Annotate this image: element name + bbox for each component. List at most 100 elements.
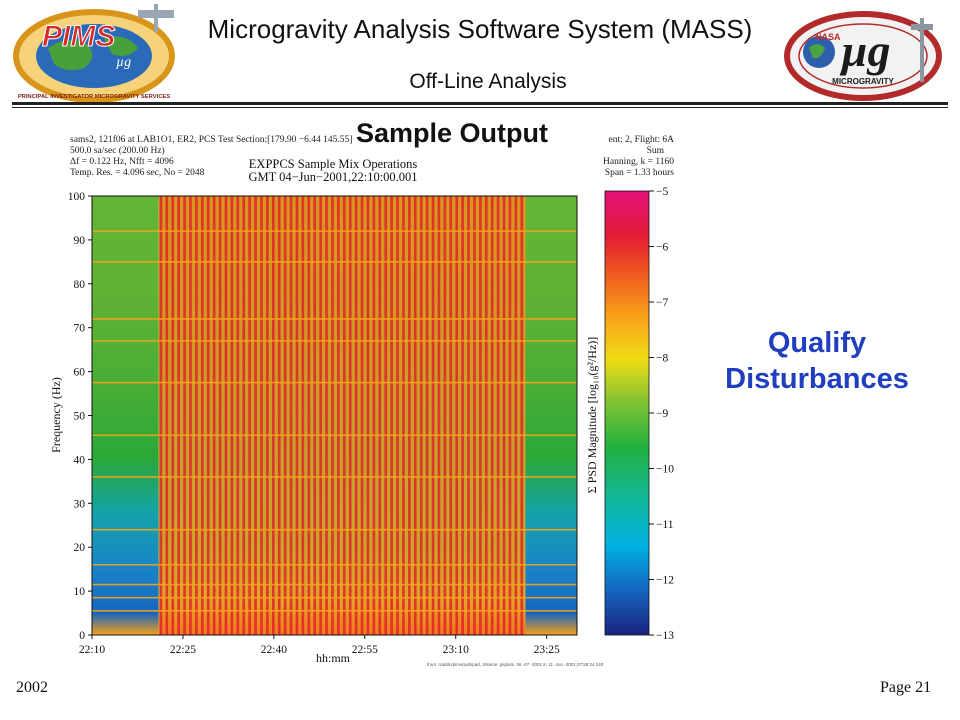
mix-spike bbox=[236, 196, 240, 635]
page-title: Microgravity Analysis Software System (M… bbox=[207, 14, 753, 44]
mix-spike bbox=[277, 196, 281, 635]
colorbar-tick-label: −10 bbox=[656, 464, 674, 476]
chart-header-line: Temp. Res. = 4.096 sec, No = 2048 bbox=[70, 168, 205, 178]
y-tick-label: 100 bbox=[68, 191, 86, 203]
mix-spike bbox=[502, 196, 506, 635]
chart-header-line: Sum bbox=[647, 146, 665, 156]
mix-spike bbox=[431, 196, 435, 635]
colorbar-label: Σ PSD Magnitude [log₁₀(g²/Hz)] bbox=[585, 337, 599, 494]
mix-spike bbox=[266, 196, 269, 635]
y-tick-label: 60 bbox=[74, 367, 86, 379]
mix-spike bbox=[449, 196, 453, 635]
mix-spike bbox=[408, 196, 411, 635]
y-tick-label: 10 bbox=[74, 586, 86, 598]
y-axis-label: Frequency (Hz) bbox=[49, 377, 63, 453]
pims-logo-ring-text: PRINCIPAL INVESTIGATOR MICROGRAVITY SERV… bbox=[18, 94, 170, 100]
mix-spike bbox=[313, 196, 317, 635]
chart-footnote: from: rraddo/pims/pub/pad, SName: psplot… bbox=[427, 662, 604, 667]
mix-spike bbox=[260, 196, 263, 635]
mix-spike bbox=[455, 196, 459, 635]
mix-spike bbox=[183, 196, 186, 635]
mix-spike bbox=[301, 196, 305, 635]
mix-spike bbox=[331, 196, 334, 635]
callout-line-1: Qualify bbox=[767, 327, 867, 359]
sample-output-heading: Sample Output bbox=[356, 118, 549, 148]
mix-spike bbox=[319, 196, 322, 635]
page-subtitle: Off-Line Analysis bbox=[409, 70, 567, 93]
x-tick-label: 23:25 bbox=[534, 644, 560, 656]
mix-spike bbox=[171, 196, 175, 635]
colorbar bbox=[604, 190, 650, 636]
pims-logo: PIMS µg PRINCIPAL INVESTIGATOR MICROGRAV… bbox=[13, 4, 175, 103]
pims-logo-badge: µg bbox=[116, 55, 131, 70]
mix-spike bbox=[230, 196, 234, 635]
mix-spike bbox=[348, 196, 352, 635]
chart-header-left: sams2, 121f06 at LAB1O1, ER2, PCS Test S… bbox=[70, 134, 352, 178]
colorbar-tick-label: −13 bbox=[656, 630, 674, 642]
mix-spike bbox=[413, 196, 417, 635]
x-tick-label: 22:55 bbox=[352, 644, 378, 656]
mix-spike bbox=[461, 196, 464, 635]
colorbar-tick-label: −5 bbox=[656, 186, 668, 198]
y-tick-label: 30 bbox=[74, 498, 86, 510]
mix-spike bbox=[384, 196, 388, 635]
mix-spike bbox=[479, 196, 482, 635]
mix-spike bbox=[195, 196, 198, 635]
y-tick-label: 40 bbox=[74, 454, 86, 466]
nasa-logo-ring-text: MICROGRAVITY bbox=[832, 77, 894, 86]
mix-spike bbox=[425, 196, 429, 635]
chart-header-line: Hanning, k = 1160 bbox=[603, 157, 674, 167]
mix-spike bbox=[490, 196, 494, 635]
mix-spike bbox=[200, 196, 204, 635]
colorbar-tick-label: −12 bbox=[656, 575, 674, 587]
mix-spike bbox=[224, 196, 228, 635]
x-axis-label: hh:mm bbox=[316, 651, 351, 665]
spectrogram-region bbox=[525, 196, 577, 635]
mix-spike bbox=[508, 196, 512, 635]
mix-spike bbox=[419, 196, 423, 635]
y-tick-label: 80 bbox=[74, 279, 86, 291]
mix-spike bbox=[212, 196, 216, 635]
colorbar-tick-label: −9 bbox=[656, 408, 668, 420]
x-tick-label: 23:10 bbox=[443, 644, 469, 656]
mix-spike bbox=[390, 196, 393, 635]
chart-title-line-1: EXPPCS Sample Mix Operations bbox=[249, 157, 418, 171]
footer-year: 2002 bbox=[16, 679, 48, 696]
y-tick-label: 20 bbox=[74, 542, 86, 554]
x-tick-label: 22:25 bbox=[170, 644, 196, 656]
header-divider bbox=[12, 102, 948, 105]
mix-spike bbox=[443, 196, 447, 635]
mix-spike bbox=[496, 196, 500, 635]
mix-spike bbox=[473, 196, 476, 635]
chart-header-line: Δf = 0.122 Hz, Nfft = 4096 bbox=[70, 156, 174, 167]
colorbar-tick-label: −6 bbox=[656, 242, 668, 254]
mix-spike bbox=[295, 196, 299, 635]
nasa-logo-mark: µg bbox=[839, 25, 891, 76]
mix-spike bbox=[254, 196, 257, 635]
y-tick-label: 50 bbox=[74, 411, 86, 423]
mix-spike bbox=[248, 196, 251, 635]
mix-spike bbox=[325, 196, 328, 635]
mix-spike bbox=[189, 196, 192, 635]
mix-spike bbox=[242, 196, 246, 635]
chart-header-line: ent: 2, Flight: 6A bbox=[609, 135, 675, 145]
mix-spike bbox=[271, 196, 275, 635]
pims-logo-text: PIMS bbox=[42, 20, 115, 53]
mix-spike bbox=[360, 196, 364, 635]
mix-spike bbox=[177, 196, 180, 635]
mix-spike bbox=[218, 196, 222, 635]
mix-spike bbox=[378, 196, 382, 635]
spectrogram-region bbox=[92, 196, 159, 635]
nasa-microgravity-logo: NASA µg MICROGRAVITY bbox=[784, 11, 942, 101]
spectrogram-chart: sams2, 121f06 at LAB1O1, ER2, PCS Test S… bbox=[49, 134, 675, 667]
footer-page-number: Page 21 bbox=[880, 679, 932, 696]
colorbar-tick-label: −8 bbox=[656, 353, 668, 365]
mix-spike bbox=[342, 196, 346, 635]
chart-header-line: sams2, 121f06 at LAB1O1, ER2, PCS Test S… bbox=[70, 134, 352, 145]
callout-line-2: Disturbances bbox=[725, 363, 909, 395]
chart-header-line: 500.0 sa/sec (200.00 Hz) bbox=[70, 145, 165, 156]
mix-spike bbox=[159, 196, 163, 635]
mix-spike bbox=[337, 196, 340, 635]
mix-spike bbox=[289, 196, 293, 635]
y-tick-label: 70 bbox=[74, 323, 86, 335]
